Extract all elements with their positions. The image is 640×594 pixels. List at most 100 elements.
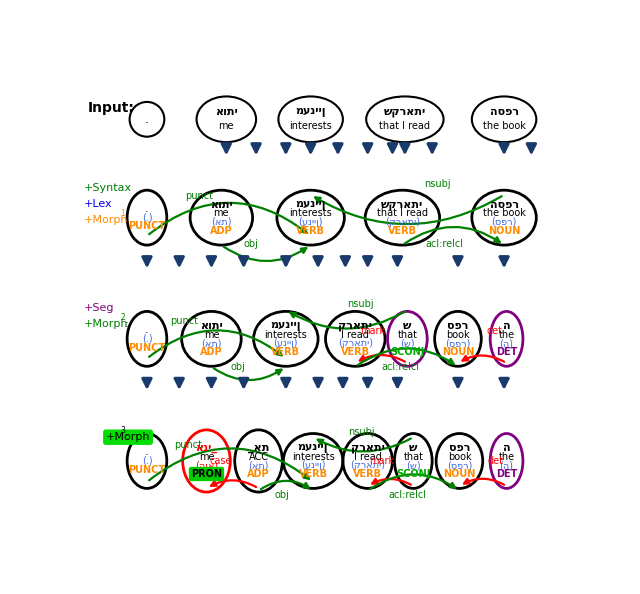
Text: ADP: ADP (247, 469, 270, 479)
Text: :: : (125, 432, 128, 442)
Text: nsubj: nsubj (348, 426, 375, 437)
Text: שקראתי: שקראתי (384, 108, 426, 118)
Text: me: me (214, 208, 229, 219)
Text: SCONJ: SCONJ (390, 347, 424, 357)
Text: +Lex: +Lex (84, 199, 113, 209)
Text: Input:: Input: (88, 101, 134, 115)
Text: acl:relcl: acl:relcl (381, 362, 419, 372)
Text: (.): (.) (141, 213, 152, 223)
Text: (ש): (ש) (406, 460, 420, 470)
Text: PUNCT: PUNCT (129, 343, 166, 352)
Text: VERB: VERB (340, 347, 370, 357)
Text: that: that (403, 451, 423, 462)
Text: (ספר): (ספר) (492, 217, 516, 227)
Text: מעניין: מעניין (271, 321, 301, 331)
Text: ספר: ספר (449, 443, 470, 453)
Text: מעניין: מעניין (296, 200, 326, 210)
Text: SCONJ: SCONJ (396, 469, 431, 479)
Text: book: book (446, 330, 470, 340)
Text: (את): (את) (201, 338, 221, 348)
Text: +Seg: +Seg (84, 303, 115, 313)
Text: DET: DET (496, 347, 517, 357)
Text: (את): (את) (211, 217, 232, 227)
Text: VERB: VERB (353, 469, 382, 479)
Text: VERB: VERB (271, 347, 300, 357)
Text: case: case (210, 456, 232, 466)
Text: אותי: אותי (215, 108, 237, 118)
Text: הספר: הספר (490, 108, 518, 118)
Text: that I read: that I read (380, 121, 430, 131)
Text: +Morph: +Morph (84, 319, 129, 329)
Text: אותי: אותי (210, 200, 233, 210)
Text: me: me (199, 451, 214, 462)
Text: ספר: ספר (447, 321, 468, 331)
Text: .: . (145, 113, 149, 126)
Text: punct: punct (170, 315, 198, 326)
Text: מעניין: מעניין (298, 443, 328, 453)
Text: interests: interests (264, 330, 307, 340)
Text: I read: I read (341, 330, 369, 340)
Text: _את: _את (248, 443, 269, 453)
Text: (הוא): (הוא) (195, 460, 218, 470)
Text: interests: interests (289, 208, 332, 219)
Text: (קראתי): (קראתי) (350, 460, 385, 470)
Text: PRON: PRON (191, 469, 222, 479)
Text: the book: the book (483, 208, 525, 219)
Text: mark: mark (360, 326, 385, 336)
Text: ADP: ADP (210, 226, 233, 236)
Text: ה: ה (503, 443, 510, 453)
Text: (את): (את) (248, 460, 269, 470)
Text: I read: I read (354, 451, 381, 462)
Text: 2: 2 (121, 313, 125, 322)
Text: קראתי: קראתי (351, 443, 385, 453)
Text: acl:relcl: acl:relcl (388, 490, 426, 500)
Text: ש: ש (403, 321, 412, 331)
Text: ה: ה (503, 321, 510, 331)
Text: .: . (145, 204, 148, 214)
Text: (קראתי): (קראתי) (385, 217, 420, 227)
Text: det: det (486, 326, 502, 336)
Text: the book: the book (483, 121, 525, 131)
Text: (ה): (ה) (500, 338, 513, 348)
Text: nsubj: nsubj (347, 299, 374, 309)
Text: VERB: VERB (296, 226, 325, 236)
Text: 1: 1 (121, 208, 125, 217)
Text: me: me (219, 121, 234, 131)
Text: (ה): (ה) (500, 460, 513, 470)
Text: that: that (397, 330, 417, 340)
Text: obj: obj (230, 362, 245, 372)
Text: (ספר): (ספר) (447, 460, 472, 470)
Text: אני_: אני_ (195, 443, 218, 453)
Text: PUNCT: PUNCT (129, 465, 166, 475)
Text: אותי: אותי (200, 321, 223, 331)
Text: PUNCT: PUNCT (129, 222, 166, 231)
Text: +Morph: +Morph (84, 215, 129, 225)
Text: punct: punct (174, 440, 202, 450)
Text: that I read: that I read (377, 208, 428, 219)
Text: :: : (125, 319, 128, 329)
Text: punct: punct (185, 191, 213, 201)
Text: VERB: VERB (388, 226, 417, 236)
Text: DET: DET (496, 469, 517, 479)
Text: NOUN: NOUN (444, 469, 476, 479)
Text: VERB: VERB (299, 469, 328, 479)
Text: .: . (145, 447, 148, 457)
Text: (עניין): (עניין) (298, 217, 323, 227)
Text: mark: mark (369, 456, 394, 466)
Text: .: . (145, 325, 148, 335)
Text: +Syntax: +Syntax (84, 183, 132, 193)
Text: (קראתי): (קראתי) (338, 338, 372, 348)
Text: the: the (499, 330, 515, 340)
Text: acl:relcl: acl:relcl (426, 239, 463, 249)
Text: book: book (447, 451, 471, 462)
Text: קראתי: קראתי (339, 321, 372, 331)
Text: (.): (.) (141, 456, 152, 466)
Text: ADP: ADP (200, 347, 223, 357)
Text: מעניין: מעניין (296, 108, 326, 118)
Text: (ספר): (ספר) (445, 338, 470, 348)
Text: שקראתי: שקראתי (381, 200, 424, 210)
Text: ACC: ACC (248, 451, 269, 462)
Text: :: : (125, 215, 128, 225)
Text: NOUN: NOUN (488, 226, 520, 236)
Text: (עניין): (עניין) (273, 338, 298, 348)
